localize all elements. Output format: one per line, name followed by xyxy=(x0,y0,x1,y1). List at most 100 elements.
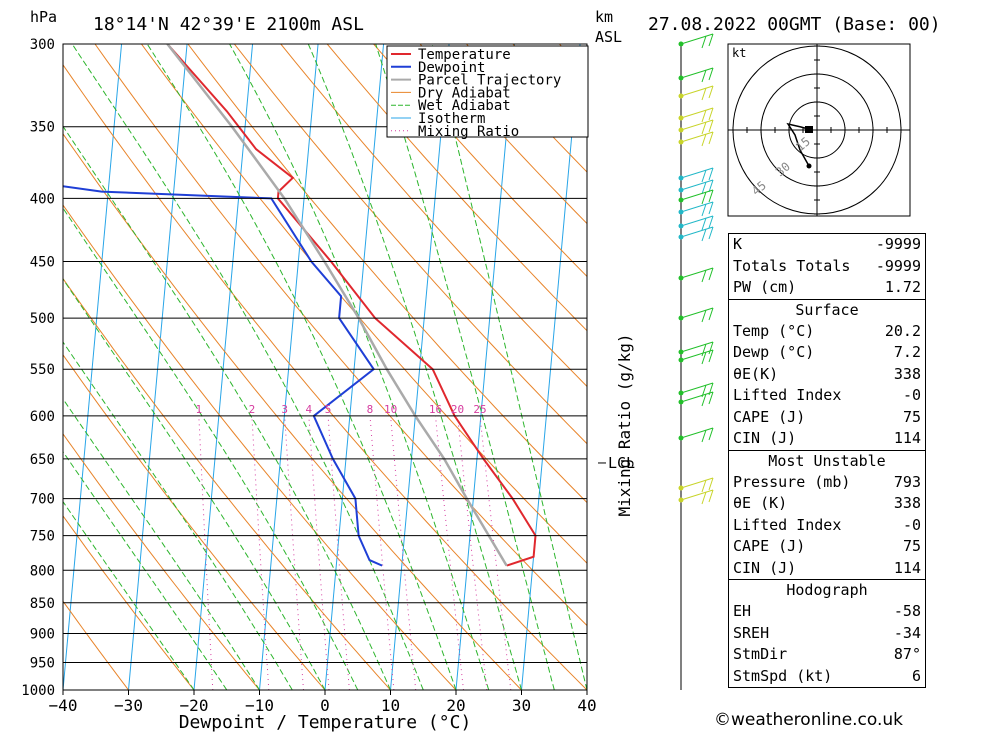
surface-title: Surface xyxy=(795,300,859,319)
x-tick-label: 40 xyxy=(577,696,596,715)
dry-adiabat-line xyxy=(419,44,587,225)
mixing-ratio-line xyxy=(198,415,214,690)
indices-top: K -9999 Totals Totals -9999 PW (cm) 1.72 xyxy=(729,234,925,300)
mixing-ratio-line xyxy=(369,415,395,690)
wind-barb-flag xyxy=(701,309,707,323)
wind-barb xyxy=(678,85,714,101)
wind-barb-flag xyxy=(701,351,707,365)
wind-barb xyxy=(678,215,714,231)
mixing-ratio-label: 20 xyxy=(451,403,464,416)
pressure-tick-label: 650 xyxy=(30,452,55,468)
mixing-ratio-line xyxy=(251,415,270,690)
wind-barb-flag xyxy=(701,169,707,183)
wet-adiabat-line xyxy=(307,44,522,690)
wind-barb-flag xyxy=(708,167,714,181)
dry-adiabat-line xyxy=(63,133,522,690)
mixing-ratio-label: 10 xyxy=(384,403,397,416)
legend-label: Mixing Ratio xyxy=(418,124,519,140)
x-tick-label: −40 xyxy=(49,696,78,715)
wet-adiabat-line xyxy=(431,44,587,690)
dry-adiabat-line xyxy=(233,44,587,445)
wind-barb-flag xyxy=(701,109,707,123)
datetime-label: 27.08.2022 00GMT (Base: 00) xyxy=(648,14,941,35)
pressure-tick-label: 450 xyxy=(30,255,55,271)
legend-label: Parcel Trajectory xyxy=(418,73,561,89)
wind-barb-flag xyxy=(708,201,714,215)
wind-barb-staff xyxy=(680,489,714,501)
isotherm-line xyxy=(390,44,450,690)
credit: ©weatheronline.co.uk xyxy=(714,710,904,730)
wind-barb-staff xyxy=(680,167,714,179)
pressure-tick-label: 500 xyxy=(30,311,55,327)
pressure-tick-label: 950 xyxy=(30,655,55,671)
dry-adiabat-line xyxy=(373,44,587,278)
legend-label: Dry Adiabat xyxy=(418,85,511,101)
wind-barb-staff xyxy=(680,391,714,403)
x-tick-label: 30 xyxy=(512,696,531,715)
wind-barb xyxy=(678,167,714,183)
wind-barb-staff xyxy=(680,33,714,45)
wind-barb-flag xyxy=(701,217,707,231)
wind-barb-staff xyxy=(680,267,714,279)
mu-row: CAPE (J) 75 xyxy=(733,537,921,555)
hodograph-title: Hodograph xyxy=(786,581,868,599)
pressure-tick-label: 550 xyxy=(30,362,55,378)
legend-label: Isotherm xyxy=(418,111,485,127)
wind-barb xyxy=(678,307,714,323)
hodo-row: SREH -34 xyxy=(733,623,921,642)
wet-adiabat-line xyxy=(71,44,424,690)
isotherm-line xyxy=(455,44,516,690)
legend-label: Dewpoint xyxy=(418,60,485,76)
x-tick-label: −30 xyxy=(114,696,143,715)
wind-barb-staff xyxy=(680,131,714,143)
hodo-row: StmDir 87° xyxy=(733,645,921,663)
x-tick-label: 10 xyxy=(381,696,400,715)
x-tick-label: −20 xyxy=(180,696,209,715)
legend-label: Temperature xyxy=(418,47,511,63)
x-tick-label: 0 xyxy=(320,696,330,715)
pressure-tick-label: 750 xyxy=(30,529,55,545)
legend-label: Wet Adiabat xyxy=(418,98,511,114)
isotherm-line xyxy=(128,44,188,690)
isotherm-line xyxy=(63,44,123,690)
wind-barb-staff xyxy=(680,427,714,439)
mixing-ratio-label: 5 xyxy=(325,403,332,416)
wind-barb-flag xyxy=(708,226,714,240)
wind-barb-flag xyxy=(701,491,707,505)
wind-barb xyxy=(678,226,714,242)
wind-barb xyxy=(678,427,714,443)
x-tick-label: −10 xyxy=(245,696,274,715)
mixing-ratio-label: 25 xyxy=(473,403,486,416)
wind-barb-flag xyxy=(701,479,707,493)
pressure-tick-label: 350 xyxy=(30,120,55,136)
wind-barb xyxy=(678,119,714,135)
wind-barb-flag xyxy=(701,121,707,135)
wind-barb xyxy=(678,33,714,49)
pressure-tick-label: 800 xyxy=(30,563,55,579)
wind-barb-flag xyxy=(701,343,707,357)
mixing-ratio-label: 3 xyxy=(281,403,288,416)
wind-barb xyxy=(678,131,714,147)
wind-barb-flag xyxy=(701,181,707,195)
wind-barb-staff xyxy=(680,349,714,361)
wind-barb-flag xyxy=(708,349,714,363)
wind-barb-staff xyxy=(680,307,714,319)
indices-most-unstable: Most Unstable Pressure (mb) 793 θE (K) 338… xyxy=(729,451,925,580)
dewpoint-line xyxy=(63,185,383,567)
mixing-ratio-line xyxy=(308,415,330,690)
wind-barb-flag xyxy=(701,133,707,147)
hodograph-storm-marker xyxy=(805,126,813,133)
wind-barb-flag xyxy=(708,489,714,503)
wind-barb-staff xyxy=(680,341,714,353)
dry-adiabat-line xyxy=(326,44,587,332)
hodograph-inner xyxy=(728,44,910,216)
wind-barb xyxy=(678,341,714,357)
asl-label: ASL xyxy=(595,28,622,46)
wind-barb xyxy=(678,267,714,283)
wind-barb xyxy=(678,382,714,398)
wind-barb-flag xyxy=(708,85,714,99)
wind-barb-flag xyxy=(708,267,714,281)
hodo-row: EH -58 xyxy=(733,602,921,620)
